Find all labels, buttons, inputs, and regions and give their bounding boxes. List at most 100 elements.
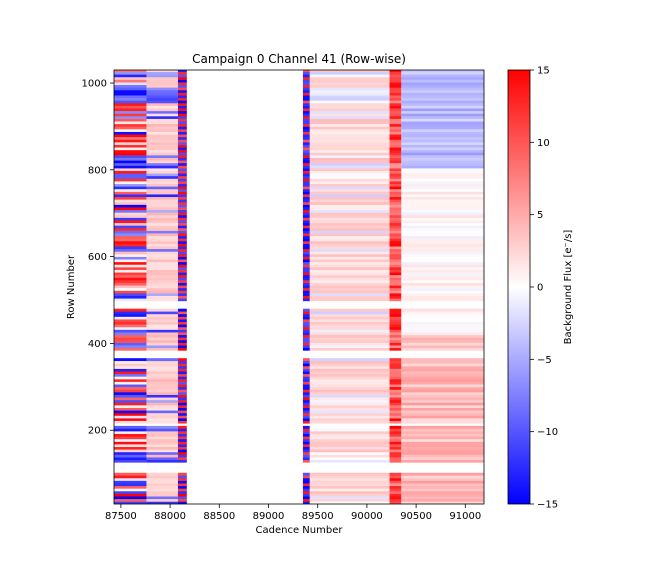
heatmap-cell (302, 201, 310, 205)
heatmap-cell (146, 220, 178, 224)
heatmap-cell (309, 498, 390, 502)
heatmap-cell (401, 386, 484, 390)
heatmap-cell (389, 113, 402, 117)
heatmap-cell (114, 248, 147, 252)
heatmap-cell (302, 269, 310, 273)
heatmap-cell (401, 173, 484, 177)
heatmap-cell (401, 240, 484, 244)
heatmap-cell (114, 397, 147, 401)
heatmap-cell (302, 332, 310, 336)
heatmap-cell (146, 402, 178, 406)
heatmap-cell (401, 155, 484, 158)
heatmap-cell (302, 155, 310, 158)
heatmap-cell (401, 280, 484, 283)
heatmap-cell (177, 280, 187, 283)
heatmap-cell (389, 188, 402, 192)
heatmap-cell (309, 217, 390, 221)
heatmap-cell (114, 196, 147, 200)
heatmap-cell (114, 392, 147, 395)
heatmap-cell (309, 102, 390, 106)
heatmap-cell (114, 144, 147, 148)
heatmap-cell (309, 95, 390, 99)
heatmap-cell (177, 235, 187, 239)
heatmap-cell (146, 235, 178, 239)
heatmap-cell (309, 405, 390, 408)
heatmap-cell (177, 376, 187, 380)
heatmap-cell (146, 321, 178, 325)
heatmap-cell (401, 420, 484, 424)
heatmap-cell (177, 201, 187, 205)
heatmap-cell (177, 246, 187, 250)
heatmap-cell (114, 485, 147, 489)
heatmap-cell (177, 415, 187, 419)
heatmap-cell (401, 259, 484, 263)
heatmap-cell (309, 110, 390, 114)
heatmap-cell (177, 162, 187, 166)
heatmap-cell (146, 493, 178, 497)
heatmap-cell (389, 178, 402, 182)
heatmap-cell (389, 212, 402, 216)
heatmap-cell (401, 402, 484, 406)
heatmap-cell (302, 259, 310, 263)
heatmap-cell (177, 165, 187, 169)
heatmap-cell (146, 392, 178, 395)
heatmap-cell (401, 282, 484, 286)
heatmap-cell (401, 227, 484, 231)
heatmap-cell (302, 386, 310, 390)
heatmap-cell (401, 70, 484, 73)
heatmap-cell (177, 436, 187, 440)
heatmap-cell (146, 191, 178, 195)
heatmap-cell (177, 373, 187, 377)
heatmap-cell (389, 108, 402, 112)
heatmap-cell (309, 449, 390, 453)
x-tick-label: 89000 (253, 511, 285, 522)
heatmap-cell (177, 490, 187, 494)
heatmap-cell (401, 334, 484, 338)
heatmap-cell (389, 384, 402, 388)
heatmap-cell (309, 501, 390, 504)
heatmap-cell (389, 379, 402, 382)
heatmap-cell (309, 412, 390, 416)
heatmap-cell (146, 472, 178, 476)
heatmap-cell (177, 449, 187, 453)
heatmap-cell (177, 342, 187, 346)
heatmap-cell (309, 144, 390, 148)
heatmap-cell (389, 418, 402, 421)
heatmap-cell (302, 173, 310, 177)
heatmap-cell (389, 243, 402, 247)
heatmap-cell (302, 89, 310, 93)
heatmap-cell (114, 334, 147, 338)
heatmap-cell (146, 259, 178, 263)
heatmap-cell (309, 246, 390, 250)
heatmap-cell (146, 165, 178, 169)
heatmap-cell (146, 71, 178, 75)
heatmap-cell (177, 287, 187, 291)
heatmap-cell (389, 365, 402, 369)
heatmap-cell (114, 87, 147, 91)
heatmap-cell (177, 238, 187, 242)
heatmap-cell (389, 235, 402, 239)
heatmap-cell (114, 116, 147, 119)
heatmap-cell (389, 222, 402, 226)
heatmap-cell (389, 144, 402, 148)
heatmap-cell (309, 209, 390, 213)
heatmap-cell (309, 376, 390, 380)
heatmap-cell (309, 274, 390, 278)
heatmap-cell (177, 248, 187, 252)
heatmap-cell (146, 477, 178, 481)
heatmap-cell (302, 70, 310, 73)
heatmap-cell (302, 188, 310, 192)
heatmap-cell (302, 118, 310, 122)
heatmap-cell (114, 360, 147, 364)
heatmap-cell (309, 415, 390, 419)
heatmap-cell (114, 454, 147, 458)
heatmap-cell (309, 186, 390, 190)
heatmap-cell (309, 342, 390, 346)
heatmap-cell (177, 334, 187, 338)
heatmap-cell (389, 334, 402, 338)
heatmap-cell (401, 412, 484, 416)
heatmap-cell (389, 287, 402, 291)
heatmap-cell (177, 332, 187, 336)
heatmap-cell (114, 269, 147, 273)
heatmap-cell (114, 342, 147, 346)
